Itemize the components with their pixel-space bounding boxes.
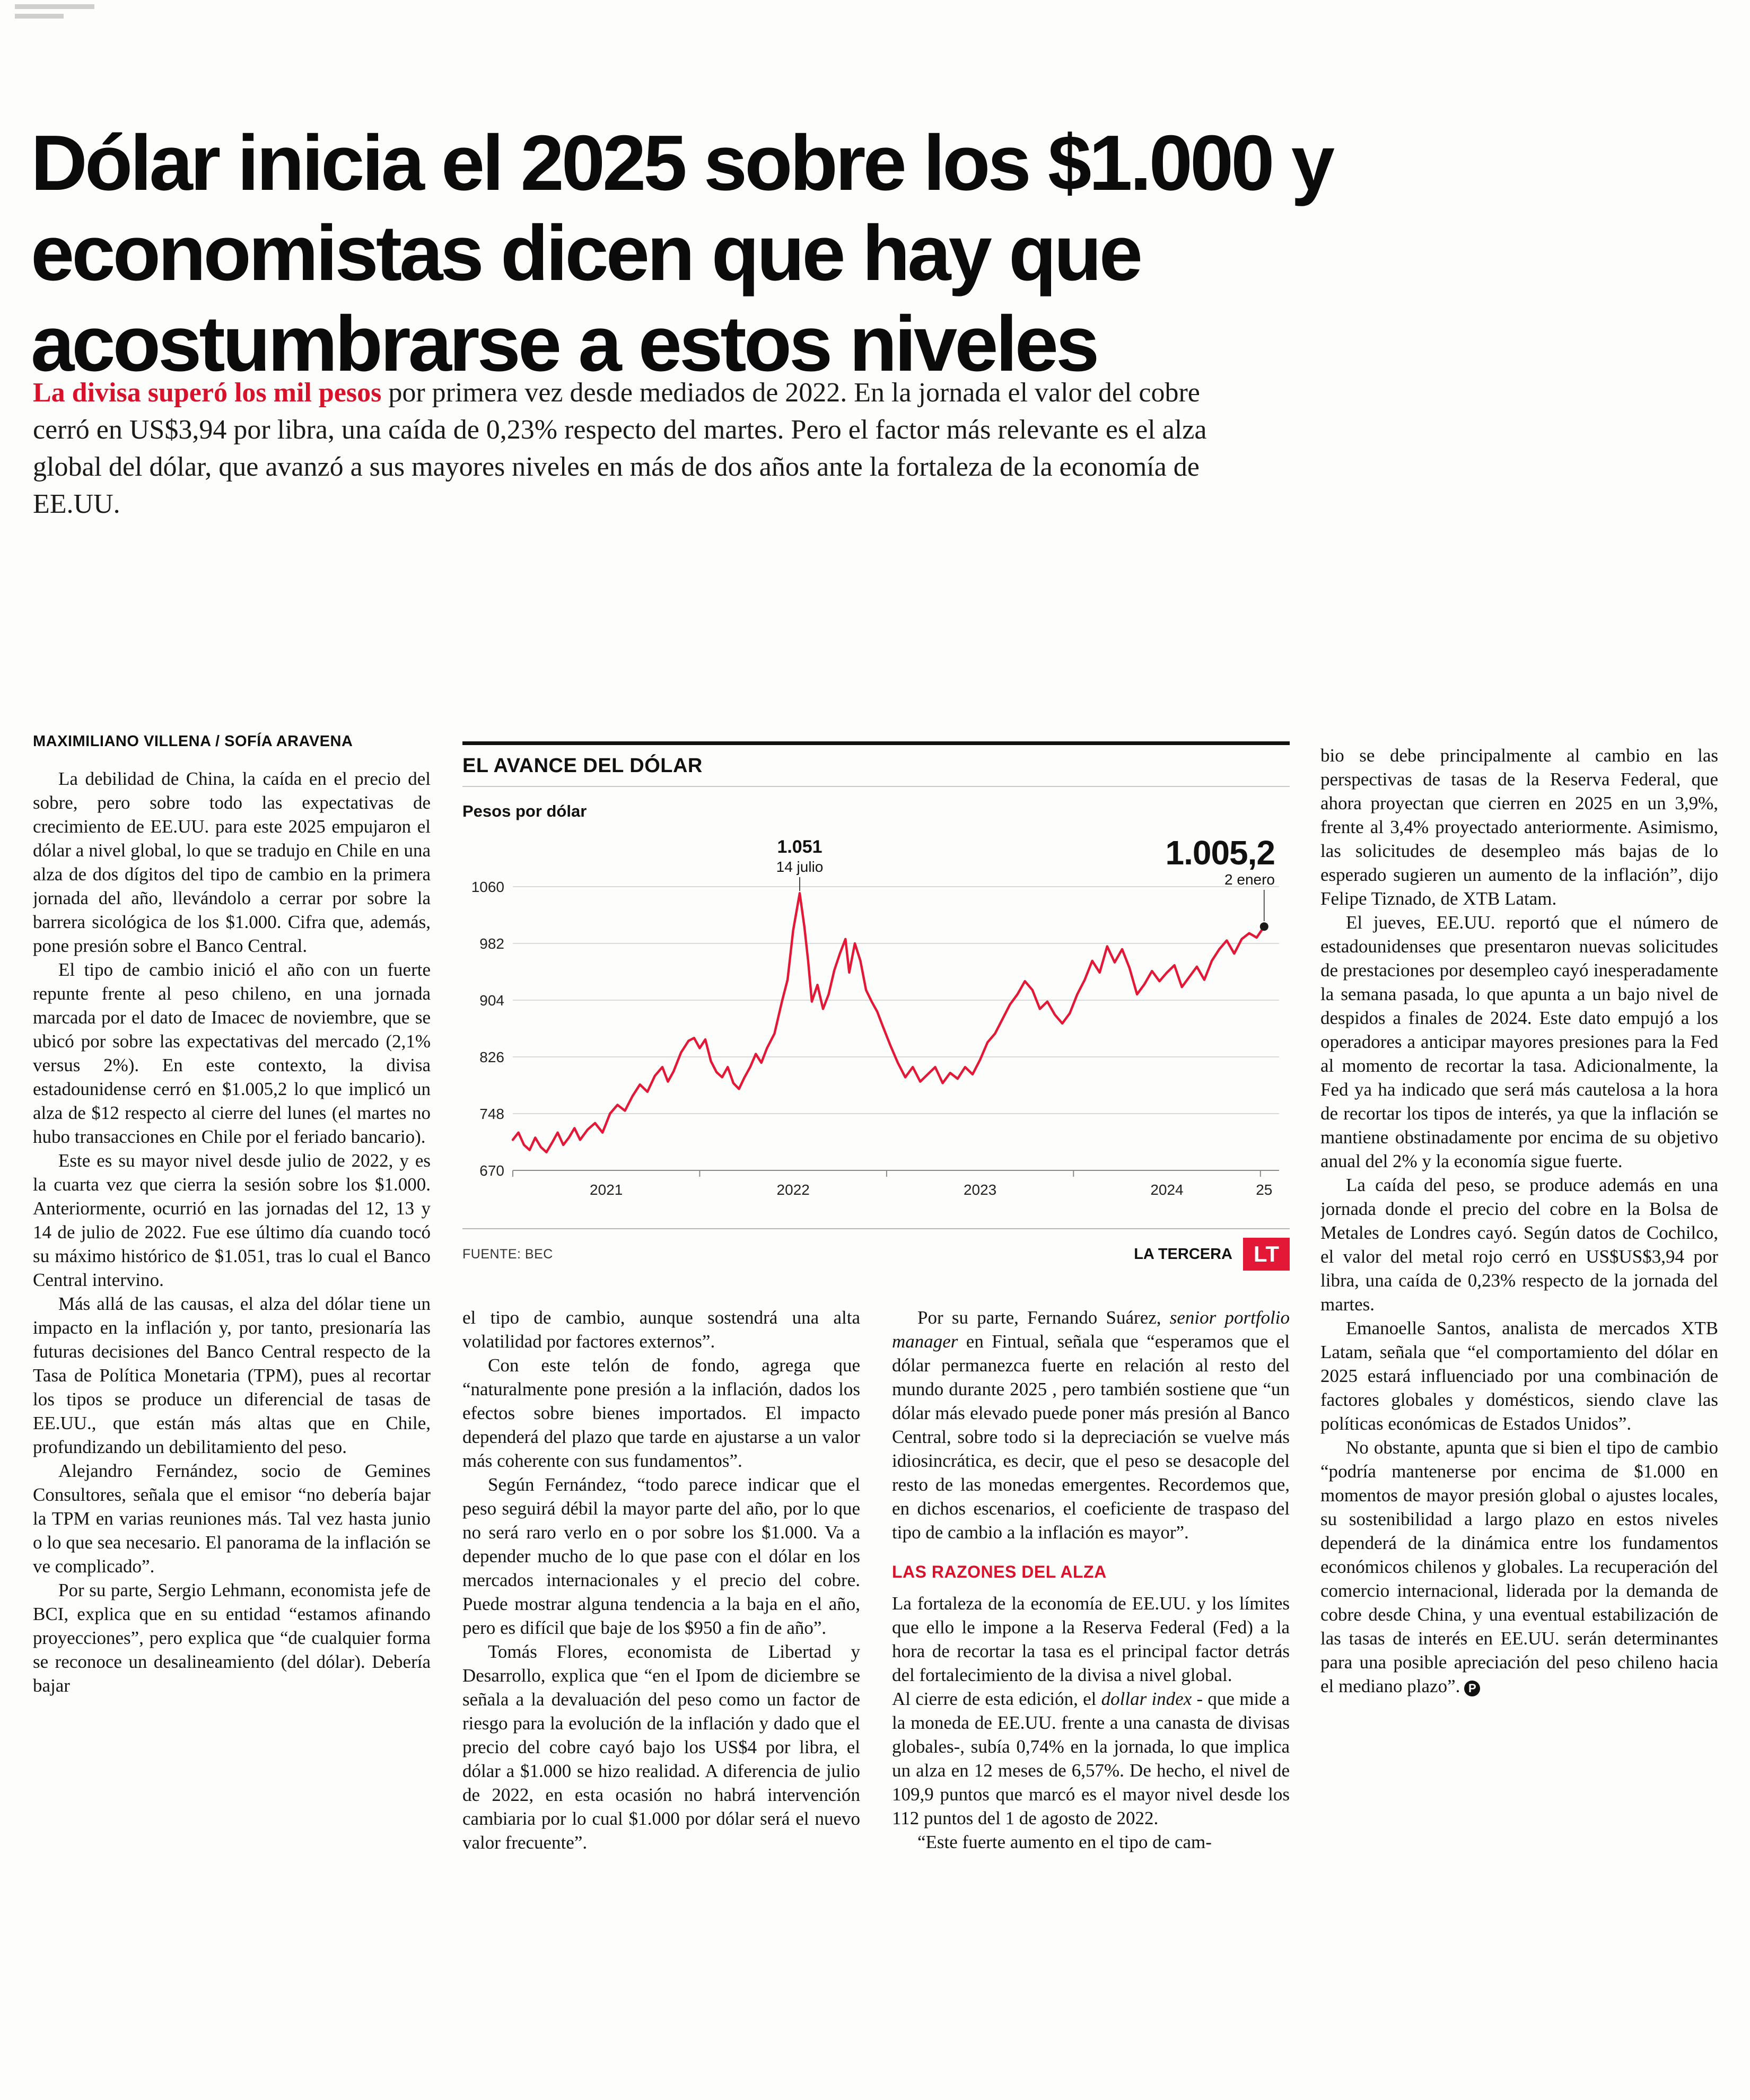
svg-text:2 enero: 2 enero [1224, 871, 1275, 888]
paragraph-text: Por su parte, Fernando Suárez, [917, 1307, 1170, 1328]
svg-text:982: 982 [479, 935, 504, 952]
headline-line-2: economistas dicen que hay que [31, 209, 1143, 298]
headline: Dólar inicia el 2025 sobre los $1.000 y … [31, 118, 1707, 389]
article-paragraph: bio se debe principalmente al cambio en … [1320, 745, 1718, 909]
svg-text:1.005,2: 1.005,2 [1165, 834, 1275, 872]
paragraph-text: Al cierre de esta edición, el [892, 1688, 1101, 1709]
section-subhead: LAS RAZONES DEL ALZA [892, 1562, 1107, 1581]
svg-text:670: 670 [479, 1162, 504, 1179]
chart-credit-label: LA TERCERA [1134, 1245, 1232, 1263]
chart-credit: LA TERCERA LT [1134, 1238, 1290, 1271]
lt-logo: LT [1243, 1238, 1290, 1271]
corner-mark-line [15, 4, 94, 9]
article-paragraph: Con este telón de fondo, agrega que “nat… [462, 1355, 860, 1471]
svg-text:1.051: 1.051 [777, 837, 822, 857]
headline-line-3: acostumbrarse a estos niveles [31, 300, 1099, 388]
paragraph-text: No obstante, apunta que si bien el tipo … [1320, 1437, 1718, 1696]
paragraph-text: - que mide a la moneda de EE.UU. frente … [892, 1688, 1290, 1828]
lead-paragraph: La divisa superó los mil pesos por prime… [33, 374, 1215, 523]
svg-text:25: 25 [1256, 1182, 1272, 1198]
paragraph-text: en Fintual, señala que “esperamos que el… [892, 1331, 1290, 1543]
article-column-3: Por su parte, Fernando Suárez, senior po… [892, 1306, 1290, 2080]
svg-text:14 julio: 14 julio [776, 859, 824, 875]
svg-text:826: 826 [479, 1049, 504, 1065]
chart-footer-rule [462, 1228, 1290, 1229]
chart-unit-label: Pesos por dólar [462, 802, 587, 820]
article-paragraph: Más allá de las causas, el alza del dóla… [33, 1293, 431, 1457]
svg-text:2024: 2024 [1150, 1182, 1183, 1198]
article-paragraph: Por su parte, Fernando Suárez, senior po… [892, 1306, 1290, 1544]
article-paragraph: Este es su mayor nivel desde julio de 20… [33, 1150, 431, 1290]
chart-divider-rule [462, 786, 1290, 787]
chart-title: EL AVANCE DEL DÓLAR [462, 755, 703, 777]
end-of-article-mark: P [1464, 1681, 1481, 1696]
byline: MAXIMILIANO VILLENA / SOFÍA ARAVENA [33, 733, 353, 750]
dollar-chart-block: EL AVANCE DEL DÓLAR Pesos por dólar 1060… [462, 741, 1290, 1271]
article-paragraph: “Este fuerte aumento en el tipo de cam- [917, 1832, 1212, 1852]
article-paragraph: Según Fernández, “todo parece indicar qu… [462, 1474, 860, 1638]
italic-phrase: dollar index [1101, 1688, 1192, 1709]
svg-text:748: 748 [479, 1106, 504, 1122]
page-corner-mark [15, 4, 94, 23]
svg-text:2022: 2022 [777, 1182, 810, 1198]
lead-rest: por primera vez desde mediados de 2022. … [33, 378, 1207, 519]
article-paragraph: El tipo de cambio inició el año con un f… [33, 959, 431, 1147]
article-column-1: La debilidad de China, la caída en el pr… [33, 767, 431, 2077]
article-paragraph: Emanoelle Santos, analista de mercados X… [1320, 1318, 1718, 1434]
headline-line-1: Dólar inicia el 2025 sobre los $1.000 y [31, 119, 1335, 207]
svg-text:2021: 2021 [590, 1182, 623, 1198]
lead-highlight: La divisa superó los mil pesos [33, 378, 382, 408]
article-column-4: bio se debe principalmente al cambio en … [1320, 743, 1718, 2080]
article-paragraph: La fortaleza de la economía de EE.UU. y … [892, 1593, 1290, 1685]
article-paragraph: No obstante, apunta que si bien el tipo … [1320, 1436, 1718, 1698]
svg-text:2023: 2023 [964, 1182, 996, 1198]
article-paragraph: Alejandro Fernández, socio de Gemines Co… [33, 1460, 431, 1577]
article-paragraph: el tipo de cambio, aunque sostendrá una … [462, 1307, 860, 1352]
article-paragraph: La debilidad de China, la caída en el pr… [33, 768, 431, 956]
italic-phrase: senior portfolio manager [892, 1307, 1290, 1352]
article-paragraph: Al cierre de esta edición, el dollar ind… [892, 1687, 1290, 1830]
corner-mark-line [15, 14, 64, 19]
svg-text:1060: 1060 [471, 879, 504, 895]
article-paragraph: La caída del peso, se produce además en … [1320, 1175, 1718, 1315]
chart-top-rule [462, 741, 1290, 745]
article-column-2: el tipo de cambio, aunque sostendrá una … [462, 1306, 860, 2080]
article-paragraph: El jueves, EE.UU. reportó que el número … [1320, 912, 1718, 1171]
article-paragraph: Tomás Flores, economista de Libertad y D… [462, 1641, 860, 1853]
chart-footer: FUENTE: BEC LA TERCERA LT [462, 1229, 1290, 1271]
dollar-line-chart: 1060 982 904 826 748 670 2021 2022 2023 2024 25 1.0… [471, 834, 1279, 1198]
chart-source: FUENTE: BEC [462, 1246, 553, 1262]
svg-text:904: 904 [479, 992, 504, 1009]
article-paragraph: Por su parte, Sergio Lehmann, economista… [33, 1580, 431, 1696]
